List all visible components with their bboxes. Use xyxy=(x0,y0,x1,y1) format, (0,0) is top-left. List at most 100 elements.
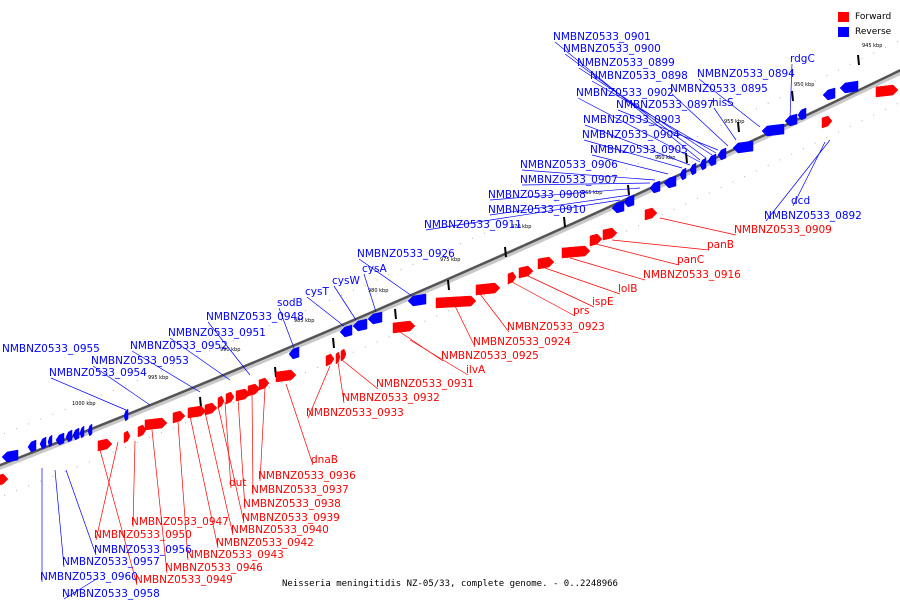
forward-gene-label-leader xyxy=(341,359,379,390)
forward-gene-label-leader xyxy=(237,397,246,510)
forward-gene-label: NMBNZ0533_0943 xyxy=(186,549,284,561)
reverse-gene xyxy=(87,423,93,437)
forward-gene xyxy=(217,395,225,409)
scale-tick xyxy=(447,279,450,291)
reverse-gene-label-leader xyxy=(577,97,701,163)
forward-gene-label-leader xyxy=(337,361,345,404)
forward-gene xyxy=(123,430,131,444)
reverse-gene xyxy=(784,113,798,127)
forward-swatch xyxy=(838,11,849,22)
reverse-gene xyxy=(123,408,129,422)
scale-tick-label: 955 kbp xyxy=(724,119,744,125)
forward-gene-label: ispE xyxy=(592,296,614,308)
forward-gene xyxy=(475,282,501,296)
forward-gene xyxy=(340,348,347,362)
reverse-gene-label-leader xyxy=(333,285,357,321)
reverse-gene xyxy=(407,293,427,307)
reverse-gene-label-leader xyxy=(207,321,251,376)
forward-gene-label: NMBNZ0533_0937 xyxy=(251,484,349,496)
forward-gene-label-leader xyxy=(132,440,136,528)
reverse-gene xyxy=(797,107,807,121)
reverse-gene xyxy=(339,324,353,338)
forward-gene-label: NMBNZ0533_0949 xyxy=(135,574,233,586)
reverse-gene-label: NMBNZ0533_0901 xyxy=(553,31,651,43)
reverse-gene-label-leader xyxy=(54,469,65,568)
forward-gene-label: ilvA xyxy=(466,364,486,376)
reverse-gene-label-leader xyxy=(63,577,99,600)
reverse-gene-label: NMBNZ0533_0902 xyxy=(576,87,674,99)
forward-gene-label: NMBNZ0533_0916 xyxy=(643,269,741,281)
reverse-gene-label-leader xyxy=(306,296,345,327)
reverse-gene xyxy=(679,167,687,181)
reverse-gene-label-leader xyxy=(713,107,737,141)
reverse-gene-label: NMBNZ0533_0900 xyxy=(563,43,661,55)
reverse-gene xyxy=(288,346,300,360)
forward-gene-label: NMBNZ0533_0932 xyxy=(342,392,440,404)
reverse-swatch xyxy=(838,26,849,37)
forward-gene xyxy=(204,402,218,416)
reverse-gene-label: NMBNZ0533_0895 xyxy=(670,83,768,95)
reverse-gene-label-leader xyxy=(578,67,713,156)
reverse-gene xyxy=(732,140,754,154)
scale-tick-label: 970 kbp xyxy=(511,224,531,230)
reverse-gene-label-leader xyxy=(169,337,231,381)
reverse-gene-label: cysA xyxy=(362,263,387,275)
forward-gene-label-leader xyxy=(544,267,621,295)
reverse-gene-label-leader xyxy=(278,307,295,349)
forward-gene-label: lolB xyxy=(618,283,637,295)
reverse-gene-label: NMBNZ0533_0907 xyxy=(520,174,618,186)
reverse-gene-label: NMBNZ0533_0910 xyxy=(488,204,586,216)
forward-gene-label: prs xyxy=(573,305,589,317)
forward-gene-label-leader xyxy=(177,421,189,561)
forward-gene xyxy=(97,438,113,452)
scale-tick xyxy=(791,90,794,102)
reverse-gene-label-leader xyxy=(698,78,761,128)
forward-gene xyxy=(235,388,251,402)
scale-tick xyxy=(504,246,507,258)
forward-gene-label-leader xyxy=(307,365,331,419)
forward-gene-label: dut xyxy=(229,477,246,489)
reverse-gene-label-leader xyxy=(554,41,701,161)
forward-gene-label-leader xyxy=(259,387,266,482)
reverse-gene-label: NMBNZ0533_0952 xyxy=(130,340,228,352)
forward-gene xyxy=(537,256,555,270)
reverse-gene-label: NMBNZ0533_0960 xyxy=(40,571,138,583)
forward-gene-label: NMBNZ0533_0950 xyxy=(94,529,192,541)
reverse-gene-label: NMBNZ0533_0957 xyxy=(62,556,160,568)
reverse-gene xyxy=(27,439,37,453)
map-caption: Neisseria meningitidis NZ-05/33, complet… xyxy=(282,579,618,589)
reverse-gene-label: rdgC xyxy=(790,53,815,65)
reverse-gene xyxy=(839,80,859,94)
forward-gene-label-leader xyxy=(399,331,444,362)
forward-gene-label: NMBNZ0533_0947 xyxy=(131,516,229,528)
scale-tick xyxy=(563,216,566,228)
reverse-gene xyxy=(699,157,707,171)
forward-gene xyxy=(275,369,297,383)
reverse-gene-label-leader xyxy=(425,199,621,231)
forward-gene-label-leader xyxy=(204,411,234,536)
reverse-gene-label-leader xyxy=(131,350,201,393)
reverse-gene-label-leader xyxy=(521,182,651,186)
scale-tick xyxy=(627,184,630,196)
forward-gene-label: dnaB xyxy=(311,454,338,466)
forward-gene xyxy=(435,295,477,309)
reverse-gene-label: NMBNZ0533_0898 xyxy=(590,70,688,82)
forward-gene xyxy=(392,320,416,334)
forward-gene-label-leader xyxy=(527,275,595,308)
scale-tick-label: 980 kbp xyxy=(368,288,388,294)
scale-tick xyxy=(332,337,335,349)
forward-gene xyxy=(821,115,833,129)
forward-gene-label-leader xyxy=(409,339,469,376)
forward-gene-label-leader xyxy=(569,257,646,281)
reverse-gene-label: dcd xyxy=(791,195,810,207)
reverse-gene xyxy=(79,425,85,439)
forward-gene xyxy=(0,473,9,486)
scale-tick xyxy=(394,308,397,320)
reverse-gene-label: NMBNZ0533_0899 xyxy=(577,57,675,69)
reverse-gene-label: NMBNZ0533_0956 xyxy=(94,544,192,556)
reverse-gene xyxy=(352,318,368,332)
reverse-gene xyxy=(663,175,677,189)
reverse-gene-label: NMBNZ0533_0954 xyxy=(49,367,147,379)
